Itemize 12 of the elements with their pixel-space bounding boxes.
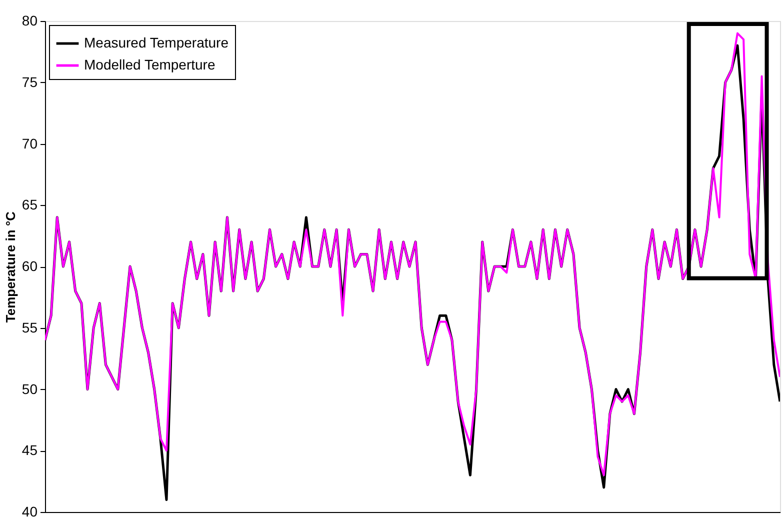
y-tick-label: 40 <box>22 504 38 520</box>
y-axis-title: Temperature in °C <box>2 210 18 323</box>
y-tick-label: 80 <box>22 12 38 28</box>
y-tick-label: 65 <box>22 196 38 213</box>
y-tick-label: 70 <box>22 135 38 152</box>
legend-label: Modelled Temperture <box>84 56 216 72</box>
y-tick-label: 60 <box>22 258 38 274</box>
y-tick-label: 75 <box>22 74 38 90</box>
y-tick-label: 45 <box>22 442 38 458</box>
y-tick-label: 55 <box>22 319 38 336</box>
y-tick-label: 50 <box>22 380 38 397</box>
legend-label: Measured Temperature <box>84 34 229 50</box>
